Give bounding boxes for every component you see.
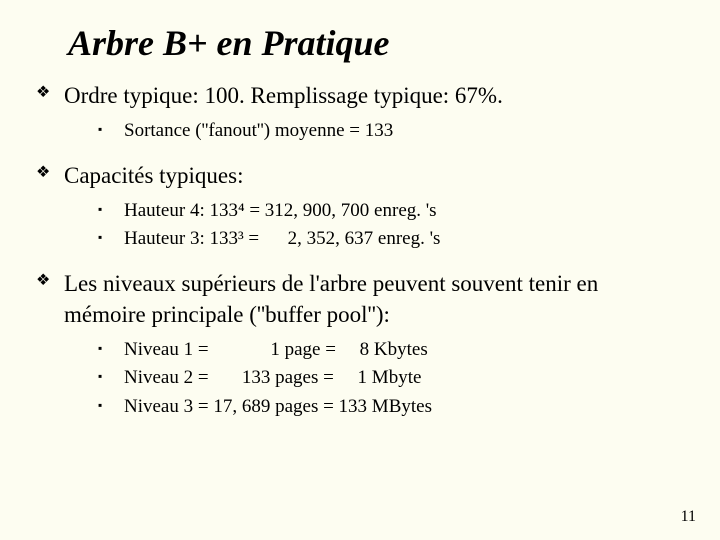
bullet-2-sub-1: Hauteur 4: 133⁴ = 312, 900, 700 enreg. '…	[98, 197, 684, 226]
bullet-3-sub-1: Niveau 1 = 1 page = 8 Kbytes	[98, 336, 684, 365]
bullet-2-sub: Hauteur 4: 133⁴ = 312, 900, 700 enreg. '…	[64, 197, 684, 254]
bullet-1: Ordre typique: 100. Remplissage typique:…	[36, 80, 684, 146]
bullet-1-sub: Sortance (''fanout'') moyenne = 133	[64, 117, 684, 146]
bullet-1-sub-1: Sortance (''fanout'') moyenne = 133	[98, 117, 684, 146]
bullet-list: Ordre typique: 100. Remplissage typique:…	[36, 80, 684, 421]
bullet-3-text: Les niveaux supérieurs de l'arbre peuven…	[64, 271, 598, 327]
bullet-2-text: Capacités typiques:	[64, 163, 244, 188]
bullet-3-sub-2: Niveau 2 = 133 pages = 1 Mbyte	[98, 364, 684, 393]
bullet-3-sub: Niveau 1 = 1 page = 8 Kbytes Niveau 2 = …	[64, 336, 684, 422]
slide-title: Arbre B+ en Pratique	[68, 22, 684, 64]
page-number: 11	[681, 508, 696, 526]
bullet-2: Capacités typiques: Hauteur 4: 133⁴ = 31…	[36, 160, 684, 254]
bullet-1-text: Ordre typique: 100. Remplissage typique:…	[64, 83, 503, 108]
bullet-3: Les niveaux supérieurs de l'arbre peuven…	[36, 268, 684, 422]
slide: Arbre B+ en Pratique Ordre typique: 100.…	[0, 0, 720, 540]
bullet-2-sub-2: Hauteur 3: 133³ = 2, 352, 637 enreg. 's	[98, 225, 684, 254]
bullet-3-sub-3: Niveau 3 = 17, 689 pages = 133 MBytes	[98, 393, 684, 422]
